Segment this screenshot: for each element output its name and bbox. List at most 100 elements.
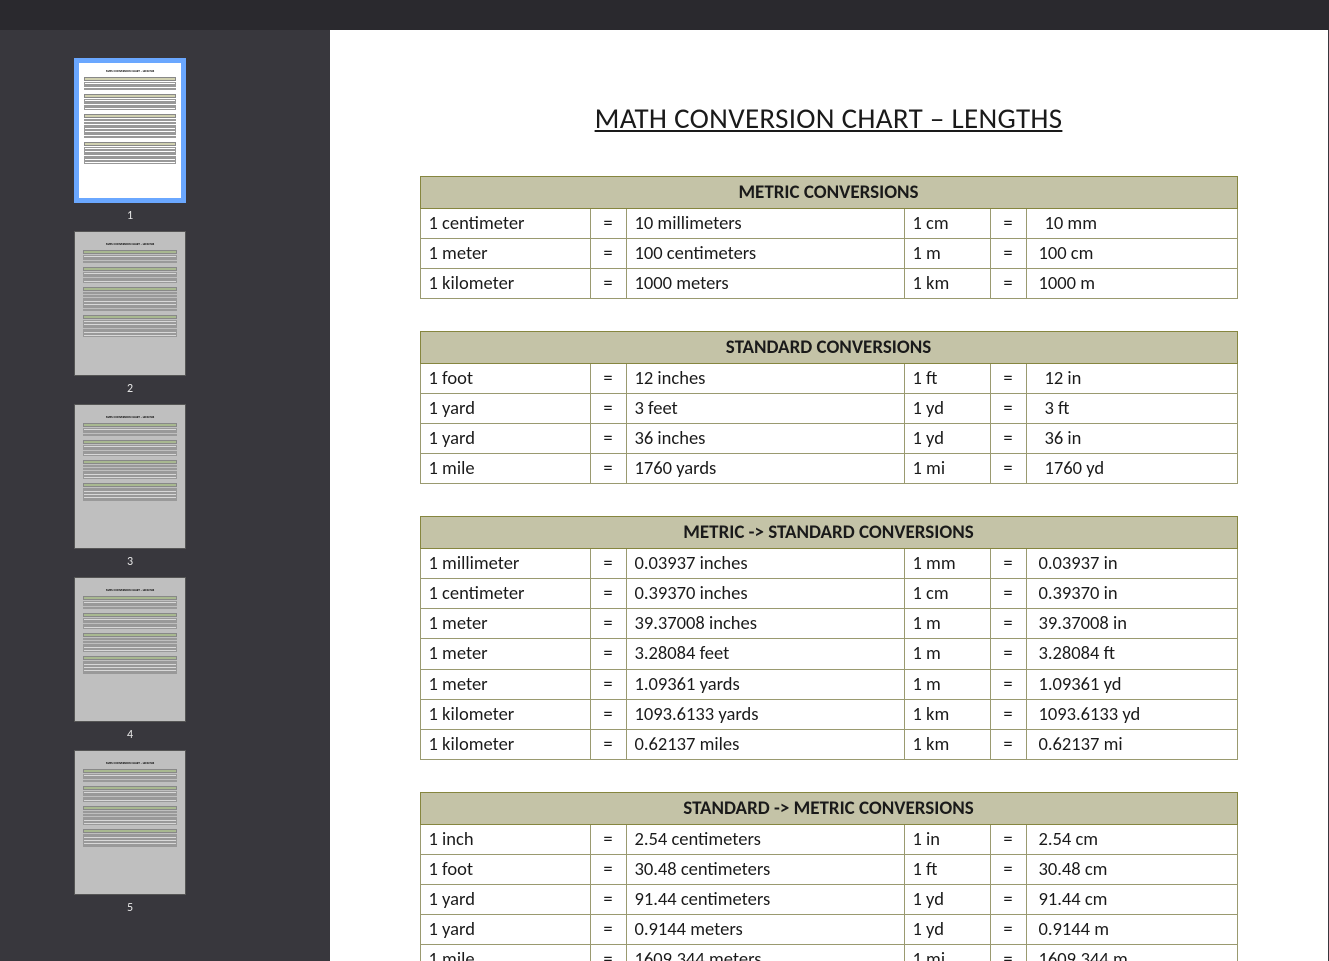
cell-abbr: 1 m bbox=[904, 609, 990, 639]
table-row: 1 inch=2.54 centimeters1 in=2.54 cm bbox=[420, 824, 1237, 854]
cell-value: 100 centimeters bbox=[626, 239, 904, 269]
cell-value: 3.28084 feet bbox=[626, 639, 904, 669]
thumbnail-page[interactable]: MATH CONVERSION CHART – LENGTHS bbox=[74, 58, 186, 203]
cell-value: 1093.6133 yards bbox=[626, 699, 904, 729]
cell-unit: 1 kilometer bbox=[420, 269, 590, 299]
document-page: MATH CONVERSION CHART – LENGTHS METRIC C… bbox=[330, 30, 1328, 961]
cell-abbr: 1 km bbox=[904, 699, 990, 729]
thumbnail-page[interactable]: MATH CONVERSION CHART – LENGTHS bbox=[74, 231, 186, 376]
thumbnail-page[interactable]: MATH CONVERSION CHART – LENGTHS bbox=[74, 577, 186, 722]
cell-abbr: 1 km bbox=[904, 729, 990, 759]
thumbnail[interactable]: MATH CONVERSION CHART – LENGTHS5 bbox=[74, 750, 186, 915]
cell-eq2: = bbox=[990, 669, 1026, 699]
thumbnail[interactable]: MATH CONVERSION CHART – LENGTHS3 bbox=[74, 404, 186, 569]
cell-eq2: = bbox=[990, 424, 1026, 454]
table-heading: STANDARD -> METRIC CONVERSIONS bbox=[420, 792, 1237, 824]
cell-eq1: = bbox=[590, 729, 626, 759]
table-row: 1 millimeter=0.03937 inches1 mm=0.03937 … bbox=[420, 549, 1237, 579]
cell-unit: 1 meter bbox=[420, 609, 590, 639]
cell-vabbr: 30.48 cm bbox=[1026, 854, 1237, 884]
cell-eq2: = bbox=[990, 854, 1026, 884]
cell-unit: 1 foot bbox=[420, 364, 590, 394]
cell-vabbr: 0.39370 in bbox=[1026, 579, 1237, 609]
thumbnail-page[interactable]: MATH CONVERSION CHART – LENGTHS bbox=[74, 404, 186, 549]
thumbnail[interactable]: MATH CONVERSION CHART – LENGTHS 4 bbox=[74, 577, 186, 742]
table-row: 1 foot=12 inches1 ft=12 in bbox=[420, 364, 1237, 394]
cell-unit: 1 kilometer bbox=[420, 699, 590, 729]
cell-eq1: = bbox=[590, 454, 626, 484]
conversion-table: METRIC CONVERSIONS1 centimeter=10 millim… bbox=[420, 176, 1238, 299]
table-row: 1 yard=0.9144 meters1 yd=0.9144 m bbox=[420, 914, 1237, 944]
cell-value: 1.09361 yards bbox=[626, 669, 904, 699]
conversion-table: METRIC -> STANDARD CONVERSIONS1 millimet… bbox=[420, 516, 1238, 759]
cell-abbr: 1 km bbox=[904, 269, 990, 299]
thumbnail-sidebar[interactable]: MATH CONVERSION CHART – LENGTHS1MATH CON… bbox=[0, 30, 260, 961]
cell-eq2: = bbox=[990, 884, 1026, 914]
table-row: 1 meter=39.37008 inches1 m=39.37008 in bbox=[420, 609, 1237, 639]
cell-value: 12 inches bbox=[626, 364, 904, 394]
conversion-table: STANDARD CONVERSIONS1 foot=12 inches1 ft… bbox=[420, 331, 1238, 484]
thumbnail[interactable]: MATH CONVERSION CHART – LENGTHS 2 bbox=[74, 231, 186, 396]
cell-vabbr: 3.28084 ft bbox=[1026, 639, 1237, 669]
cell-unit: 1 meter bbox=[420, 669, 590, 699]
cell-eq1: = bbox=[590, 239, 626, 269]
cell-unit: 1 meter bbox=[420, 239, 590, 269]
cell-eq1: = bbox=[590, 944, 626, 961]
cell-abbr: 1 cm bbox=[904, 579, 990, 609]
table-row: 1 centimeter=10 millimeters1 cm=10 mm bbox=[420, 209, 1237, 239]
cell-eq1: = bbox=[590, 854, 626, 884]
cell-value: 0.03937 inches bbox=[626, 549, 904, 579]
thumbnail-title: MATH CONVERSION CHART – LENGTHS bbox=[84, 69, 176, 73]
cell-unit: 1 foot bbox=[420, 854, 590, 884]
cell-unit: 1 yard bbox=[420, 884, 590, 914]
cell-eq1: = bbox=[590, 669, 626, 699]
thumbnail-page[interactable]: MATH CONVERSION CHART – LENGTHS bbox=[74, 750, 186, 895]
cell-vabbr: 12 in bbox=[1026, 364, 1237, 394]
cell-abbr: 1 ft bbox=[904, 364, 990, 394]
cell-eq1: = bbox=[590, 269, 626, 299]
cell-vabbr: 2.54 cm bbox=[1026, 824, 1237, 854]
cell-eq2: = bbox=[990, 824, 1026, 854]
cell-unit: 1 centimeter bbox=[420, 579, 590, 609]
table-heading: METRIC -> STANDARD CONVERSIONS bbox=[420, 517, 1237, 549]
cell-eq2: = bbox=[990, 729, 1026, 759]
table-row: 1 mile=1609.344 meters1 mi=1609.344 m bbox=[420, 944, 1237, 961]
table-row: 1 meter=1.09361 yards1 m=1.09361 yd bbox=[420, 669, 1237, 699]
cell-eq2: = bbox=[990, 239, 1026, 269]
cell-value: 36 inches bbox=[626, 424, 904, 454]
cell-abbr: 1 m bbox=[904, 639, 990, 669]
cell-vabbr: 91.44 cm bbox=[1026, 884, 1237, 914]
cell-unit: 1 yard bbox=[420, 424, 590, 454]
thumbnail-number: 2 bbox=[127, 382, 133, 396]
cell-eq1: = bbox=[590, 609, 626, 639]
cell-eq1: = bbox=[590, 699, 626, 729]
cell-value: 91.44 centimeters bbox=[626, 884, 904, 914]
cell-value: 39.37008 inches bbox=[626, 609, 904, 639]
cell-abbr: 1 mi bbox=[904, 944, 990, 961]
table-heading: METRIC CONVERSIONS bbox=[420, 177, 1237, 209]
cell-value: 30.48 centimeters bbox=[626, 854, 904, 884]
cell-value: 10 millimeters bbox=[626, 209, 904, 239]
cell-unit: 1 yard bbox=[420, 394, 590, 424]
cell-vabbr: 1.09361 yd bbox=[1026, 669, 1237, 699]
cell-abbr: 1 m bbox=[904, 669, 990, 699]
cell-abbr: 1 cm bbox=[904, 209, 990, 239]
cell-vabbr: 1093.6133 yd bbox=[1026, 699, 1237, 729]
cell-eq1: = bbox=[590, 824, 626, 854]
cell-abbr: 1 mm bbox=[904, 549, 990, 579]
cell-unit: 1 centimeter bbox=[420, 209, 590, 239]
cell-eq2: = bbox=[990, 944, 1026, 961]
thumbnail-number: 4 bbox=[127, 728, 133, 742]
thumbnail[interactable]: MATH CONVERSION CHART – LENGTHS1 bbox=[74, 58, 186, 223]
cell-value: 1609.344 meters bbox=[626, 944, 904, 961]
thumbnail-title: MATH CONVERSION CHART – LENGTHS bbox=[83, 588, 177, 592]
table-row: 1 kilometer=1093.6133 yards1 km=1093.613… bbox=[420, 699, 1237, 729]
cell-abbr: 1 yd bbox=[904, 884, 990, 914]
cell-abbr: 1 ft bbox=[904, 854, 990, 884]
thumbnail-title: MATH CONVERSION CHART – LENGTHS bbox=[83, 415, 177, 419]
cell-vabbr: 0.62137 mi bbox=[1026, 729, 1237, 759]
page-viewer[interactable]: MATH CONVERSION CHART – LENGTHS METRIC C… bbox=[260, 30, 1329, 961]
cell-abbr: 1 m bbox=[904, 239, 990, 269]
table-row: 1 mile=1760 yards1 mi=1760 yd bbox=[420, 454, 1237, 484]
cell-eq1: = bbox=[590, 579, 626, 609]
